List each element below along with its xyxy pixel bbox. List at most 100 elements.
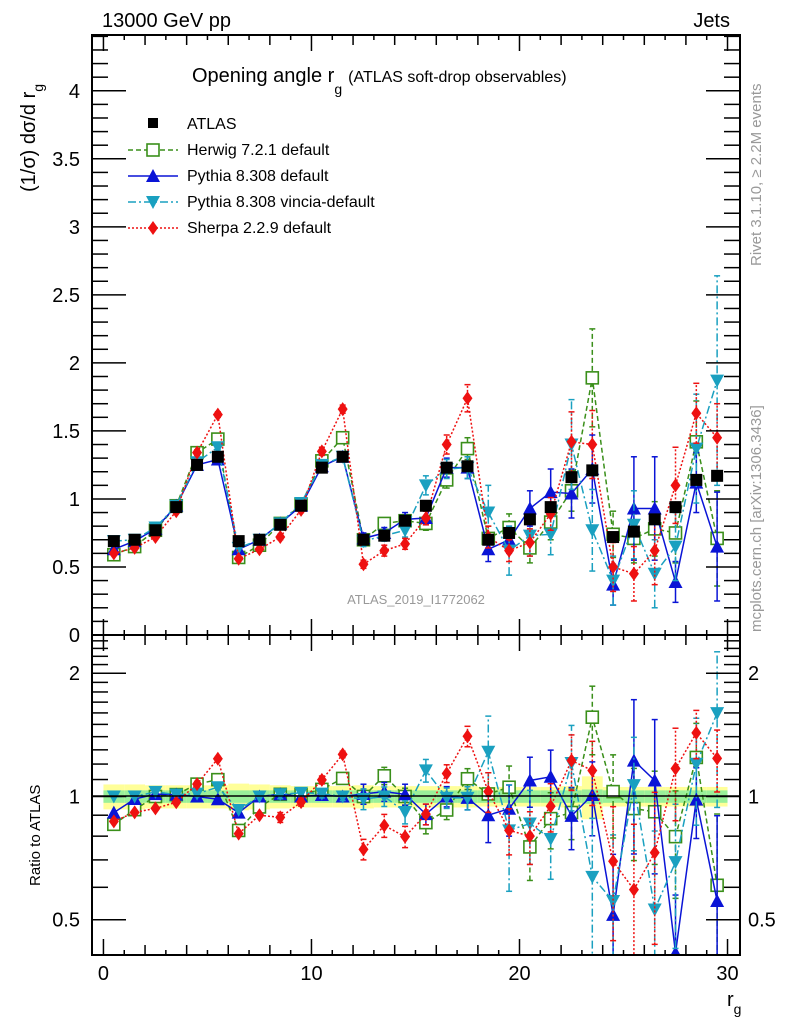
- data-point: [108, 546, 119, 561]
- data-point: [337, 402, 348, 417]
- series-3: [108, 382, 723, 602]
- ratio-data-point: [483, 784, 494, 799]
- legend-item-atlas: ATLAS: [148, 116, 237, 133]
- x-tick-label: 30: [716, 963, 738, 985]
- legend-item-sherpa: Sherpa 2.2.9 default: [128, 220, 332, 237]
- ratio-data-point: [543, 769, 558, 783]
- ratio-y-tick-label: 0.5: [52, 910, 80, 932]
- reference-data-point: [128, 533, 141, 546]
- ratio-data-point: [522, 773, 537, 787]
- ratio-y-tick-labels-right: 0.5 1 2: [748, 663, 776, 931]
- ratio-data-point: [108, 814, 119, 829]
- ratio-data-point: [462, 729, 473, 744]
- data-point: [420, 510, 431, 525]
- ratio-data-point: [668, 856, 683, 870]
- ratio-data-point: [231, 803, 246, 817]
- series-line: [113, 380, 718, 583]
- data-point: [606, 574, 621, 588]
- reference-data-point: [565, 471, 578, 484]
- analysis-id-label: ATLAS_2019_I1772062: [347, 592, 485, 607]
- ratio-data-point: [233, 826, 244, 841]
- reference-data-point: [586, 464, 599, 477]
- ratio-data-point: [587, 763, 598, 778]
- ratio-series-2: [106, 651, 725, 955]
- reference-data-point: [357, 533, 370, 546]
- ratio-data-point: [210, 792, 225, 806]
- ratio-data-point: [626, 753, 641, 767]
- legend: ATLAS Herwig 7.2.1 default Pythia 8.308 …: [128, 116, 375, 237]
- reference-data-point: [107, 535, 120, 548]
- ratio-data-point: [441, 766, 452, 781]
- reference-data-point: [399, 514, 412, 527]
- ratio-data-point: [585, 870, 600, 884]
- ratio-panel-series: [106, 651, 725, 955]
- ratio-data-point: [358, 842, 369, 857]
- data-point: [460, 441, 475, 456]
- ratio-data-point: [192, 777, 203, 792]
- reference-data-point: [627, 525, 640, 538]
- ratio-y-axis-label: Ratio to ATLAS: [27, 785, 44, 886]
- reference-data-point: [482, 533, 495, 546]
- ratio-y-tick-label-right: 2: [748, 663, 759, 685]
- rivet-version-label: Rivet 3.1.10, ≥ 2.2M events: [748, 84, 765, 267]
- data-point: [626, 518, 641, 532]
- data-point: [522, 501, 537, 515]
- reference-data-point: [274, 518, 287, 531]
- legend-label: Herwig 7.2.1 default: [187, 142, 330, 159]
- chart-title-subscript: g: [334, 81, 342, 97]
- ratio-data-point: [210, 781, 225, 795]
- ratio-data-point: [398, 787, 413, 801]
- ratio-data-point: [377, 790, 392, 804]
- ratio-data-point: [543, 833, 558, 847]
- data-point: [712, 430, 723, 445]
- ratio-data-point: [460, 791, 475, 805]
- ratio-data-point: [606, 784, 620, 799]
- data-point: [543, 528, 558, 542]
- ratio-data-point: [335, 790, 350, 804]
- ratio-data-point: [524, 829, 535, 844]
- legend-label: Pythia 8.308 default: [187, 168, 329, 185]
- reference-data-point: [461, 460, 474, 473]
- reference-data-point: [669, 501, 682, 514]
- data-point: [649, 543, 660, 558]
- y-axis-label-text: (1/σ) dσ/d r: [18, 91, 40, 192]
- ratio-y-tick-labels-left: 0.5 1 2: [52, 663, 80, 931]
- legend-label: Pythia 8.308 vincia-default: [187, 194, 375, 211]
- x-tick-label: 20: [508, 963, 530, 985]
- legend-marker-atlas: [148, 118, 158, 128]
- data-point: [462, 391, 473, 406]
- reference-data-point: [191, 458, 204, 471]
- ratio-data-point: [647, 903, 662, 917]
- chart-title-main: Opening angle r: [192, 65, 335, 87]
- ratio-data-point: [420, 807, 431, 822]
- ratio-data-point: [608, 854, 619, 869]
- ratio-data-point: [400, 829, 411, 844]
- y-tick-label: 3.5: [52, 149, 80, 171]
- reference-data-point: [295, 499, 308, 512]
- ratio-data-point: [252, 790, 267, 804]
- ratio-data-point: [439, 791, 454, 805]
- data-point: [647, 501, 662, 515]
- ratio-data-point: [254, 808, 265, 823]
- data-point: [398, 524, 413, 538]
- header-energy-label: 13000 GeV pp: [102, 10, 231, 32]
- ratio-data-point: [337, 747, 348, 762]
- y-tick-label: 2: [69, 353, 80, 375]
- y-tick-label: 0: [69, 625, 80, 647]
- ratio-series-3: [108, 709, 723, 955]
- data-point: [689, 442, 704, 456]
- series-line: [113, 455, 718, 585]
- data-point: [358, 557, 369, 572]
- reference-data-point: [211, 450, 224, 463]
- data-point: [316, 444, 327, 459]
- ratio-data-point: [335, 771, 350, 786]
- ratio-data-point: [689, 757, 704, 771]
- legend-marker: [148, 221, 158, 235]
- ratio-data-point: [670, 761, 681, 776]
- ratio-data-point: [398, 805, 413, 819]
- ratio-y-tick-label: 2: [69, 663, 80, 685]
- reference-data-point: [690, 473, 703, 486]
- ratio-data-point: [504, 823, 515, 838]
- ratio-y-tick-label-right: 0.5: [748, 910, 776, 932]
